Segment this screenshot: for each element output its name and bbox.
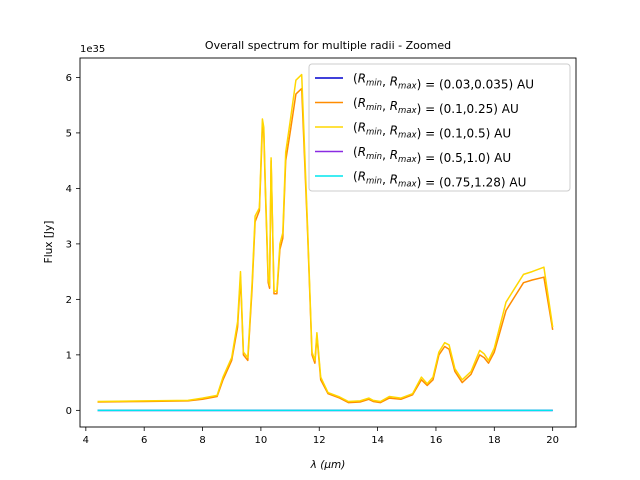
- x-tick-label: 18: [488, 435, 501, 446]
- y-axis: 0 1 2 3 4 5 6: [66, 73, 80, 417]
- x-tick-label: 12: [313, 435, 326, 446]
- y-tick-label: 1: [66, 350, 72, 361]
- legend-entry-4: (Rmin, Rmax) = (0.5,1.0) AU: [353, 145, 511, 165]
- x-tick-label: 16: [430, 435, 443, 446]
- x-tick-label: 6: [141, 435, 147, 446]
- x-tick-label: 14: [371, 435, 384, 446]
- legend: (Rmin, Rmax) = (0.03,0.035) AU (Rmin, Rma…: [308, 63, 571, 192]
- x-axis-label: λ (μm): [310, 459, 346, 471]
- y-axis-label: Flux [Jy]: [43, 221, 55, 264]
- legend-entry-1: (Rmin, Rmax) = (0.03,0.035) AU: [353, 72, 534, 92]
- y-tick-label: 4: [66, 184, 72, 195]
- series-line-3: [97, 73, 554, 403]
- y-tick-label: 6: [66, 73, 72, 84]
- x-tick-label: 8: [199, 435, 205, 446]
- chart-title: Overall spectrum for multiple radii - Zo…: [205, 39, 451, 52]
- x-tick-label: 20: [546, 435, 559, 446]
- legend-frame: [308, 63, 571, 192]
- axes-frame: [79, 57, 577, 428]
- x-tick-label: 4: [83, 435, 89, 446]
- y-tick-label: 5: [66, 128, 72, 139]
- y-tick-label: 0: [66, 406, 72, 417]
- x-tick-label: 10: [255, 435, 268, 446]
- y-offset-label: 1e35: [80, 44, 105, 55]
- legend-entry-3: (Rmin, Rmax) = (0.1,0.5) AU: [353, 121, 511, 141]
- x-axis: 4 6 8 10 12 14 16 18 20: [83, 427, 559, 446]
- y-tick-label: 3: [66, 239, 72, 250]
- plot-area: [97, 73, 554, 412]
- legend-entry-2: (Rmin, Rmax) = (0.1,0.25) AU: [353, 96, 519, 116]
- legend-entry-5: (Rmin, Rmax) = (0.75,1.28) AU: [353, 170, 526, 190]
- y-tick-label: 2: [66, 295, 72, 306]
